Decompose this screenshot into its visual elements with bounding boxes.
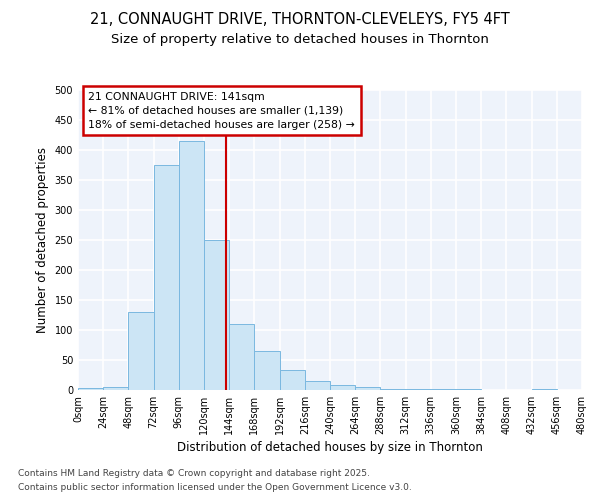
Bar (355, 387, 380, 390)
Bar (330, 385, 355, 390)
Bar (128, 312, 154, 390)
Text: Contains public sector information licensed under the Open Government Licence v3: Contains public sector information licen… (18, 484, 412, 492)
Text: Contains HM Land Registry data © Crown copyright and database right 2025.: Contains HM Land Registry data © Crown c… (18, 468, 370, 477)
Bar (254, 351, 280, 390)
Y-axis label: Number of detached properties: Number of detached properties (36, 147, 49, 333)
Bar (380, 389, 406, 390)
Text: 21, CONNAUGHT DRIVE, THORNTON-CLEVELEYS, FY5 4FT: 21, CONNAUGHT DRIVE, THORNTON-CLEVELEYS,… (90, 12, 510, 28)
Text: 21 CONNAUGHT DRIVE: 141sqm
← 81% of detached houses are smaller (1,139)
18% of s: 21 CONNAUGHT DRIVE: 141sqm ← 81% of deta… (89, 92, 355, 130)
Bar (103, 387, 128, 390)
Bar (280, 370, 305, 390)
Bar (179, 141, 204, 390)
Bar (154, 165, 179, 390)
Bar (204, 240, 229, 390)
Bar (305, 381, 330, 390)
Bar (78, 388, 103, 390)
X-axis label: Distribution of detached houses by size in Thornton: Distribution of detached houses by size … (177, 441, 483, 454)
Text: Size of property relative to detached houses in Thornton: Size of property relative to detached ho… (111, 32, 489, 46)
Bar (229, 324, 254, 390)
